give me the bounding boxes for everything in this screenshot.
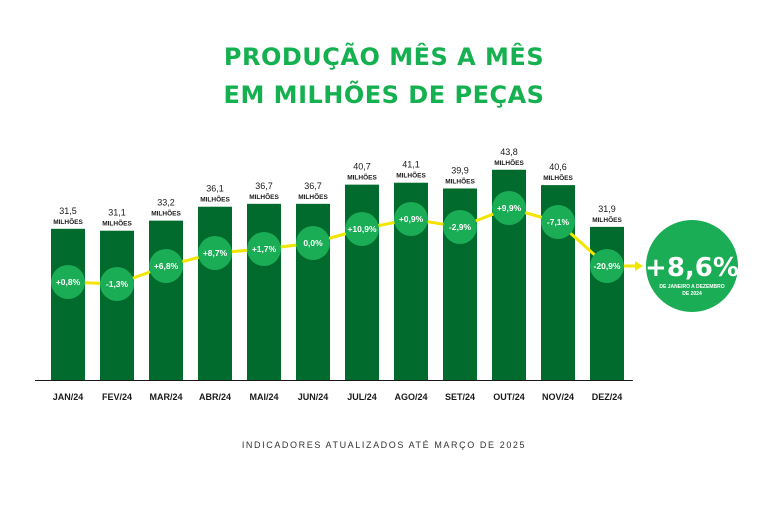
x-tick-label: JUL/24 bbox=[347, 392, 377, 402]
variation-label: -2,9% bbox=[449, 222, 472, 232]
value-label: 33,2 bbox=[157, 198, 175, 208]
bar-fev-24 bbox=[100, 230, 134, 380]
x-tick-label: MAR/24 bbox=[149, 392, 182, 402]
unit-label: MILHÕES bbox=[53, 217, 83, 226]
unit-label: MILHÕES bbox=[347, 173, 377, 182]
variation-circle bbox=[394, 202, 428, 236]
unit-label: MILHÕES bbox=[445, 176, 475, 185]
variation-label: +10,9% bbox=[347, 224, 377, 234]
unit-label: MILHÕES bbox=[102, 219, 132, 228]
value-label: 39,9 bbox=[451, 165, 469, 175]
unit-label: MILHÕES bbox=[151, 209, 181, 218]
variation-circle bbox=[296, 226, 330, 260]
x-tick-label: MAI/24 bbox=[249, 392, 278, 402]
summary-caption-line-2: DE 2024 bbox=[682, 291, 702, 297]
summary-caption-line-1: DE JANEIRO A DEZEMBRO bbox=[659, 284, 724, 290]
x-tick-label: AGO/24 bbox=[394, 392, 427, 402]
variation-circle bbox=[100, 267, 134, 301]
variation-circle bbox=[198, 236, 232, 270]
value-label: 36,1 bbox=[206, 184, 224, 194]
x-tick-label: SET/24 bbox=[445, 392, 475, 402]
variation-label: +8,7% bbox=[203, 248, 228, 258]
variation-circle bbox=[541, 205, 575, 239]
unit-label: MILHÕES bbox=[200, 195, 230, 204]
variation-circle bbox=[149, 249, 183, 283]
bar-jan-24 bbox=[51, 228, 85, 380]
summary-arrow-head bbox=[635, 261, 643, 271]
variation-label: -1,3% bbox=[106, 279, 129, 289]
variation-circle bbox=[345, 212, 379, 246]
variation-line bbox=[67, 206, 609, 286]
variation-label: -20,9% bbox=[594, 261, 621, 271]
variation-circle bbox=[51, 265, 85, 299]
value-label: 40,7 bbox=[353, 162, 371, 172]
unit-label: MILHÕES bbox=[396, 171, 426, 180]
value-label: 31,9 bbox=[598, 204, 616, 214]
footer-note: INDICADORES ATUALIZADOS ATÉ MARÇO DE 202… bbox=[241, 440, 527, 450]
value-label: 31,5 bbox=[59, 206, 77, 216]
variation-circle bbox=[443, 210, 477, 244]
title-line-1: PRODUÇÃO MÊS A MÊS bbox=[223, 43, 545, 71]
variation-circle bbox=[247, 232, 281, 266]
bar-mar-24 bbox=[149, 220, 183, 380]
x-tick-label: DEZ/24 bbox=[592, 392, 623, 402]
variation-label: +6,8% bbox=[154, 261, 179, 271]
variation-label: 0,0% bbox=[303, 238, 323, 248]
x-tick-label: FEV/24 bbox=[102, 392, 132, 402]
value-label: 40,6 bbox=[549, 162, 567, 172]
x-tick-label: NOV/24 bbox=[542, 392, 574, 402]
value-label: 41,1 bbox=[402, 160, 420, 170]
title-line-2: EM MILHÕES DE PEÇAS bbox=[223, 81, 545, 109]
variation-label: +0,9% bbox=[399, 214, 424, 224]
unit-label: MILHÕES bbox=[298, 192, 328, 201]
summary-circle bbox=[646, 220, 738, 312]
value-label: 31,1 bbox=[108, 208, 126, 218]
x-tick-label: ABR/24 bbox=[199, 392, 231, 402]
value-label: 43,8 bbox=[500, 147, 518, 157]
variation-label: -7,1% bbox=[547, 217, 570, 227]
variation-label: +9,9% bbox=[497, 203, 522, 213]
bar-mai-24 bbox=[247, 203, 281, 380]
chart-title: PRODUÇÃO MÊS A MÊS EM MILHÕES DE PEÇAS bbox=[0, 38, 768, 114]
x-tick-label: OUT/24 bbox=[493, 392, 525, 402]
x-tick-label: JAN/24 bbox=[53, 392, 84, 402]
bar-abr-24 bbox=[198, 206, 232, 380]
variation-label: +0,8% bbox=[56, 277, 81, 287]
unit-label: MILHÕES bbox=[249, 192, 279, 201]
summary-value: +8,6% bbox=[645, 253, 739, 283]
unit-label: MILHÕES bbox=[494, 158, 524, 167]
variation-circle bbox=[590, 249, 624, 283]
value-label: 36,7 bbox=[304, 181, 322, 191]
unit-label: MILHÕES bbox=[592, 215, 622, 224]
x-tick-label: JUN/24 bbox=[298, 392, 329, 402]
variation-label: +1,7% bbox=[252, 244, 277, 254]
unit-label: MILHÕES bbox=[543, 173, 573, 182]
variation-circle bbox=[492, 191, 526, 225]
value-label: 36,7 bbox=[255, 181, 273, 191]
